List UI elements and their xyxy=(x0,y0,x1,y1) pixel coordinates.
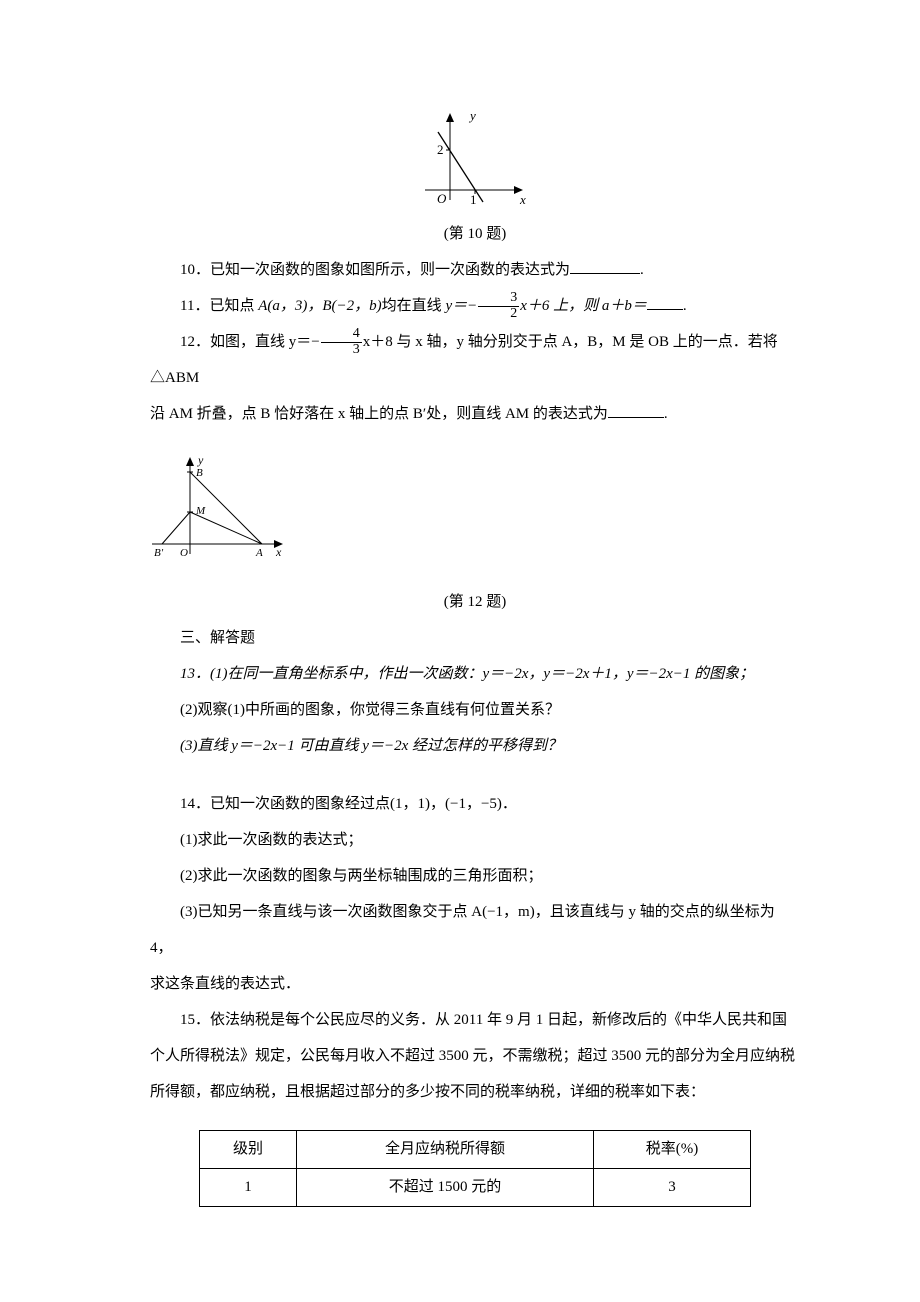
q10-blank xyxy=(570,273,640,274)
question-14-3a: (3)已知另一条直线与该一次函数图象交于点 A(−1，m)，且该直线与 y 轴的… xyxy=(150,894,800,966)
fig12-x: x xyxy=(275,545,282,559)
col-level: 级别 xyxy=(200,1131,297,1169)
cell-rate: 3 xyxy=(594,1169,751,1207)
q11-after-frac: x＋6 上，则 xyxy=(520,298,602,314)
q11-A: A xyxy=(258,298,267,314)
fig12-B: B xyxy=(196,467,203,479)
col-amount: 全月应纳税所得额 xyxy=(297,1131,594,1169)
q12-after: . xyxy=(664,406,668,422)
y-tick-2: 2 xyxy=(437,142,444,157)
fig12-Bp: B′ xyxy=(154,547,164,559)
figure-10-svg: y x O 1 2 xyxy=(420,110,530,210)
q11-prefix: 11．已知点 xyxy=(180,298,258,314)
q10-after: . xyxy=(640,262,644,278)
fig12-y: y xyxy=(197,454,204,467)
q10-text: 10．已知一次函数的图象如图所示，则一次函数的表达式为 xyxy=(180,262,570,278)
figure-10-label: (第 10 题) xyxy=(150,216,800,252)
figure-12-label: (第 12 题) xyxy=(150,584,800,620)
q11-sum: a＋b＝ xyxy=(602,298,647,314)
question-15-l1: 15．依法纳税是每个公民应尽的义务．从 2011 年 9 月 1 日起，新修改后… xyxy=(150,1002,800,1038)
question-14-main: 14．已知一次函数的图象经过点(1，1)，(−1，−5)． xyxy=(150,786,800,822)
x-label: x xyxy=(519,192,526,207)
fig12-O: O xyxy=(180,547,188,559)
y-label: y xyxy=(468,110,476,123)
q12-pre: 12．如图，直线 y＝− xyxy=(180,334,320,350)
q13-1-text: 13．(1)在同一直角坐标系中，作出一次函数：y＝−2x，y＝−2x＋1，y＝−… xyxy=(180,666,754,682)
q11-B-args: (−2，b) xyxy=(332,298,382,314)
figure-10: y x O 1 2 xyxy=(150,110,800,210)
q11-blank xyxy=(647,309,683,310)
q11-mid: 均在直线 xyxy=(382,298,446,314)
section-3-heading: 三、解答题 xyxy=(150,620,800,656)
question-15-l2: 个人所得税法》规定，公民每月收入不超过 3500 元，不需缴税；超过 3500 … xyxy=(150,1038,800,1074)
q12-frac-num: 4 xyxy=(321,327,362,343)
q13-3-text: (3)直线 y＝−2x−1 可由直线 y＝−2x 经过怎样的平移得到？ xyxy=(180,738,562,754)
q11-A-args: (a，3)， xyxy=(267,298,322,314)
q12-blank xyxy=(608,417,664,418)
question-14-2: (2)求此一次函数的图象与两坐标轴围成的三角形面积； xyxy=(150,858,800,894)
col-rate: 税率(%) xyxy=(594,1131,751,1169)
q11-frac-num: 3 xyxy=(478,291,519,307)
cell-amount: 不超过 1500 元的 xyxy=(297,1169,594,1207)
tax-rate-table: 级别 全月应纳税所得额 税率(%) 1 不超过 1500 元的 3 xyxy=(199,1130,751,1207)
fig12-A: A xyxy=(255,547,263,559)
question-13-1: 13．(1)在同一直角坐标系中，作出一次函数：y＝−2x，y＝−2x＋1，y＝−… xyxy=(150,656,800,692)
x-tick-1: 1 xyxy=(470,192,477,207)
cell-level: 1 xyxy=(200,1169,297,1207)
question-12-line1: 12．如图，直线 y＝−43x＋8 与 x 轴，y 轴分别交于点 A，B，M 是… xyxy=(150,324,800,396)
q12-frac: 43 xyxy=(321,327,362,357)
q12-l2: 沿 AM 折叠，点 B 恰好落在 x 轴上的点 B′处，则直线 AM 的表达式为 xyxy=(150,406,608,422)
q11-yeq: y＝− xyxy=(445,298,477,314)
question-14-3b: 求这条直线的表达式． xyxy=(150,966,800,1002)
table-row: 1 不超过 1500 元的 3 xyxy=(200,1169,751,1207)
table-header-row: 级别 全月应纳税所得额 税率(%) xyxy=(200,1131,751,1169)
q11-B: B xyxy=(322,298,331,314)
question-10: 10．已知一次函数的图象如图所示，则一次函数的表达式为. xyxy=(150,252,800,288)
figure-12: y x O B M A B′ xyxy=(150,454,800,578)
fig12-M: M xyxy=(195,505,206,517)
q11-after: . xyxy=(683,298,687,314)
figure-12-svg: y x O B M A B′ xyxy=(150,454,290,564)
q12-frac-den: 3 xyxy=(321,343,362,358)
q11-frac-den: 2 xyxy=(478,307,519,322)
q11-frac: 32 xyxy=(478,291,519,321)
question-15-l3: 所得额，都应纳税，且根据超过部分的多少按不同的税率纳税，详细的税率如下表： xyxy=(150,1074,800,1110)
origin-label: O xyxy=(437,191,447,206)
question-13-3: (3)直线 y＝−2x−1 可由直线 y＝−2x 经过怎样的平移得到？ xyxy=(150,728,800,764)
question-12-line2: 沿 AM 折叠，点 B 恰好落在 x 轴上的点 B′处，则直线 AM 的表达式为… xyxy=(150,396,800,432)
question-11: 11．已知点 A(a，3)，B(−2，b)均在直线 y＝−32x＋6 上，则 a… xyxy=(150,288,800,324)
question-14-1: (1)求此一次函数的表达式； xyxy=(150,822,800,858)
question-13-2: (2)观察(1)中所画的图象，你觉得三条直线有何位置关系？ xyxy=(150,692,800,728)
